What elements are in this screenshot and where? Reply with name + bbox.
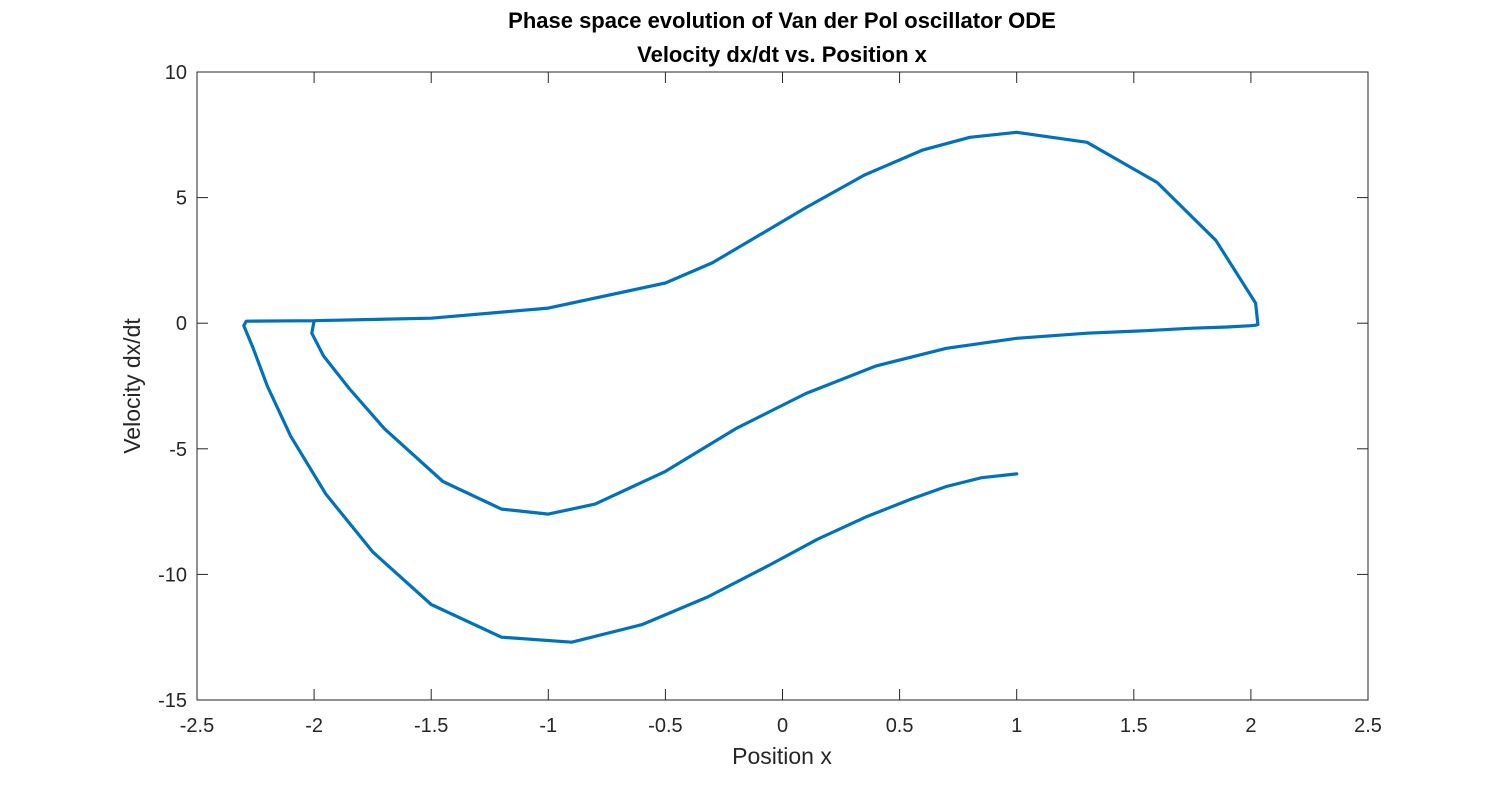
x-tick-label: 0 xyxy=(777,715,788,737)
chart-title-line-1: Phase space evolution of Van der Pol osc… xyxy=(508,8,1056,33)
y-tick-label: -5 xyxy=(169,439,187,461)
x-tick-label: -2 xyxy=(305,715,323,737)
y-axis-label: Velocity dx/dt xyxy=(119,318,145,454)
y-tick-label: -10 xyxy=(158,564,187,586)
x-tick-label: 1 xyxy=(1011,715,1022,737)
series-line xyxy=(242,130,1260,644)
x-tick-label: -1 xyxy=(539,715,557,737)
x-tick-label: -2.5 xyxy=(180,715,214,737)
x-axis-label: Position x xyxy=(732,743,832,769)
y-ticks xyxy=(197,71,1368,701)
chart-title-line-2: Velocity dx/dt vs. Position x xyxy=(637,42,928,67)
x-tick-labels: -2.5 -2 -1.5 -1 -0.5 0 0.5 1 1.5 2 2.5 xyxy=(180,715,1382,737)
y-tick-labels: -15 -10 -5 0 5 10 xyxy=(158,62,187,712)
x-tick-label: 2 xyxy=(1245,715,1256,737)
x-tick-label: 0.5 xyxy=(886,715,914,737)
x-ticks xyxy=(196,72,1369,700)
y-tick-label: 10 xyxy=(165,62,187,84)
x-tick-label: -0.5 xyxy=(648,715,682,737)
series-layer xyxy=(242,130,1260,644)
y-tick-label: 5 xyxy=(176,188,187,210)
x-tick-label: 2.5 xyxy=(1354,715,1382,737)
y-tick-label: 0 xyxy=(176,313,187,335)
x-tick-label: 1.5 xyxy=(1120,715,1148,737)
x-tick-label: -1.5 xyxy=(414,715,448,737)
y-tick-label: -15 xyxy=(158,690,187,712)
